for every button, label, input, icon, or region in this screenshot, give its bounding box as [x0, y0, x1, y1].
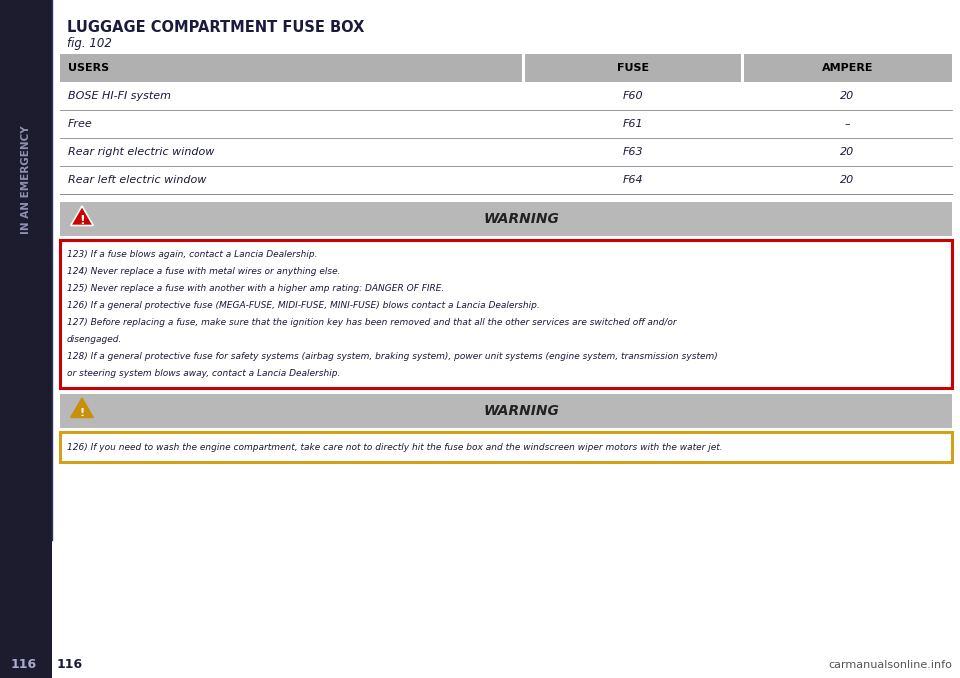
FancyBboxPatch shape	[60, 394, 952, 428]
FancyBboxPatch shape	[0, 0, 52, 678]
Text: 20: 20	[840, 91, 854, 101]
FancyBboxPatch shape	[744, 54, 952, 82]
FancyBboxPatch shape	[60, 166, 952, 194]
Text: or steering system blows away, contact a Lancia Dealership.: or steering system blows away, contact a…	[67, 369, 341, 378]
Text: WARNING: WARNING	[483, 212, 559, 226]
Text: 116: 116	[57, 658, 84, 671]
Text: carmanualsonline.info: carmanualsonline.info	[828, 660, 952, 670]
Text: FUSE: FUSE	[617, 63, 649, 73]
Text: WARNING: WARNING	[483, 404, 559, 418]
Text: 123) If a fuse blows again, contact a Lancia Dealership.: 123) If a fuse blows again, contact a La…	[67, 250, 318, 259]
Text: F64: F64	[623, 175, 643, 185]
Text: 126) If you need to wash the engine compartment, take care not to directly hit t: 126) If you need to wash the engine comp…	[67, 443, 723, 452]
Text: F60: F60	[623, 91, 643, 101]
FancyBboxPatch shape	[60, 54, 522, 82]
Text: 126) If a general protective fuse (MEGA-FUSE, MIDI-FUSE, MINI-FUSE) blows contac: 126) If a general protective fuse (MEGA-…	[67, 301, 540, 310]
FancyBboxPatch shape	[60, 202, 952, 236]
FancyBboxPatch shape	[52, 0, 960, 678]
Text: 124) Never replace a fuse with metal wires or anything else.: 124) Never replace a fuse with metal wir…	[67, 267, 341, 276]
Text: AMPERE: AMPERE	[822, 63, 873, 73]
Text: BOSE HI-FI system: BOSE HI-FI system	[68, 91, 171, 101]
Text: F63: F63	[623, 147, 643, 157]
Text: –: –	[845, 119, 850, 129]
FancyBboxPatch shape	[60, 82, 952, 110]
FancyBboxPatch shape	[60, 432, 952, 462]
Text: 116: 116	[11, 658, 37, 671]
Polygon shape	[71, 398, 93, 418]
Text: IN AN EMERGENCY: IN AN EMERGENCY	[21, 125, 31, 235]
Text: disengaged.: disengaged.	[67, 335, 122, 344]
Polygon shape	[71, 206, 93, 226]
Text: !: !	[79, 214, 84, 228]
Text: !: !	[80, 408, 84, 418]
FancyBboxPatch shape	[60, 240, 952, 388]
Text: 20: 20	[840, 147, 854, 157]
FancyBboxPatch shape	[525, 54, 741, 82]
Text: Free: Free	[68, 119, 93, 129]
Text: LUGGAGE COMPARTMENT FUSE BOX: LUGGAGE COMPARTMENT FUSE BOX	[67, 20, 365, 35]
Text: 128) If a general protective fuse for safety systems (airbag system, braking sys: 128) If a general protective fuse for sa…	[67, 352, 718, 361]
Text: USERS: USERS	[68, 63, 109, 73]
Text: fig. 102: fig. 102	[67, 37, 112, 50]
Text: Rear left electric window: Rear left electric window	[68, 175, 206, 185]
FancyBboxPatch shape	[60, 138, 952, 166]
Text: 127) Before replacing a fuse, make sure that the ignition key has been removed a: 127) Before replacing a fuse, make sure …	[67, 318, 677, 327]
Text: 20: 20	[840, 175, 854, 185]
Text: Rear right electric window: Rear right electric window	[68, 147, 214, 157]
FancyBboxPatch shape	[60, 110, 952, 138]
Text: 125) Never replace a fuse with another with a higher amp rating: DANGER OF FIRE.: 125) Never replace a fuse with another w…	[67, 284, 444, 293]
Text: F61: F61	[623, 119, 643, 129]
